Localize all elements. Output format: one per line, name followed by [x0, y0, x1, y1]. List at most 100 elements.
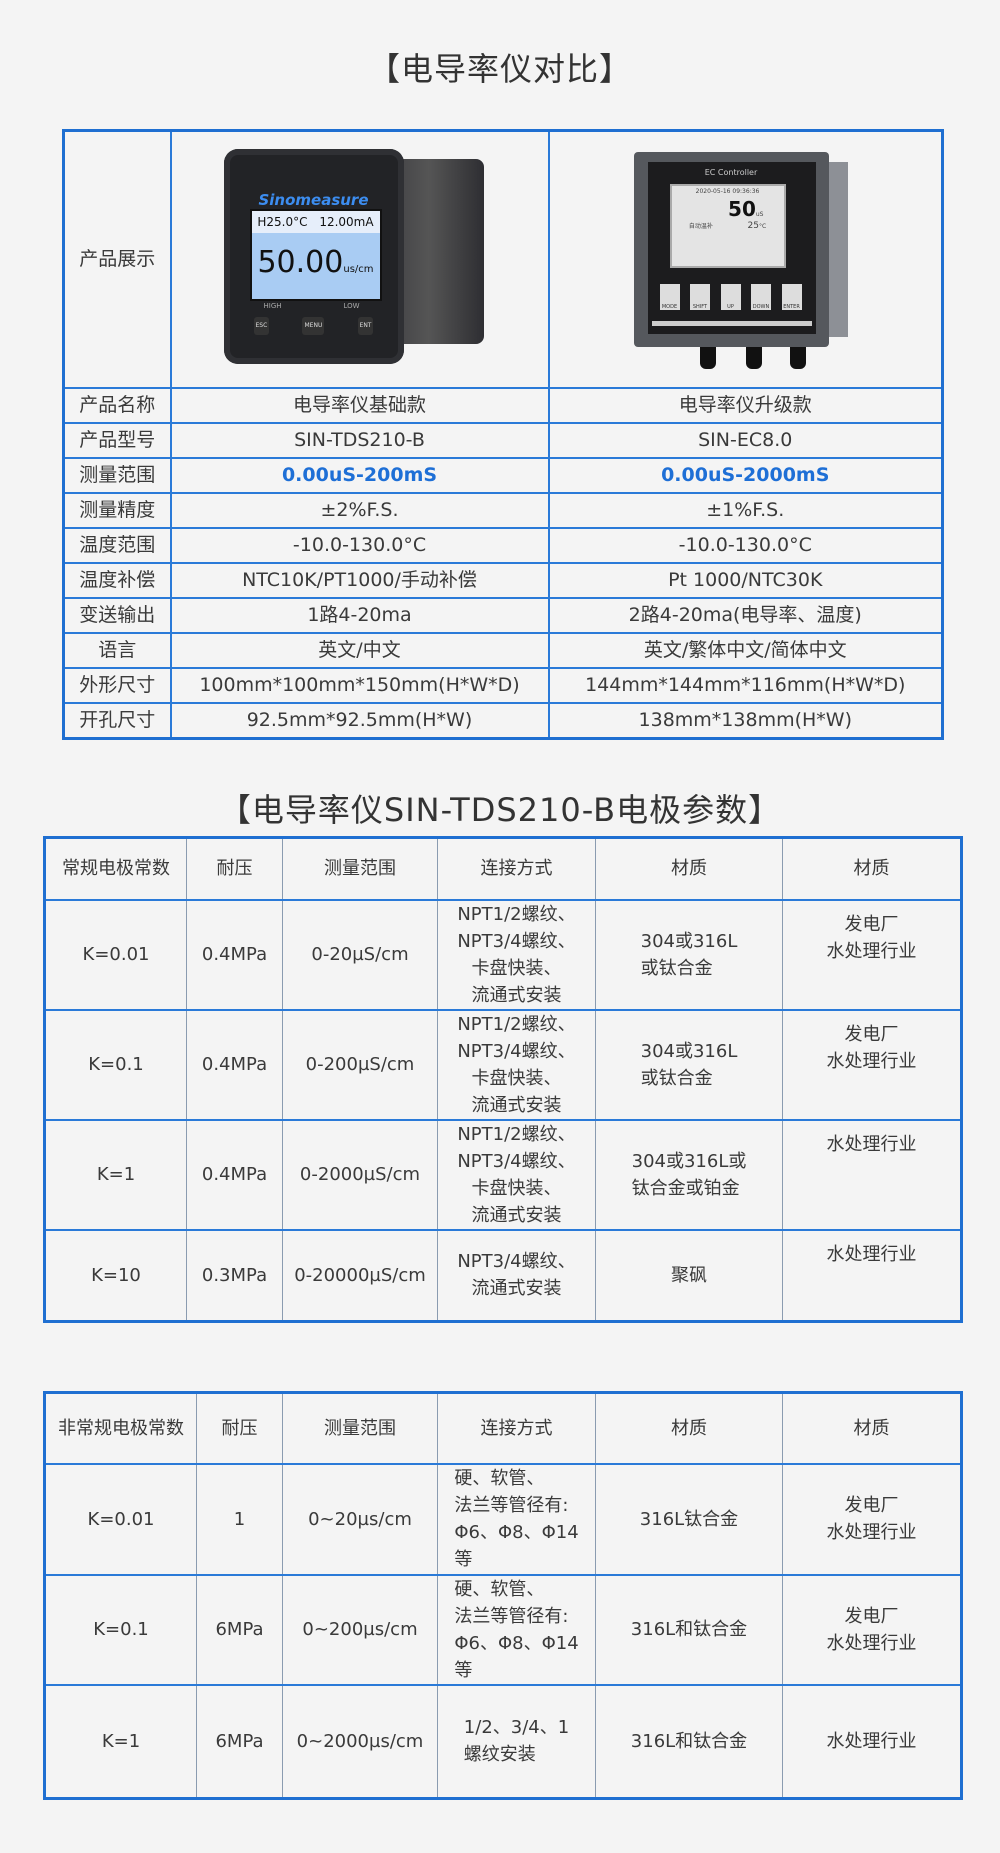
connection-line: 法兰等管径有: — [454, 1495, 569, 1516]
lcd-comp: 自动温补 — [688, 223, 713, 230]
column-header: 材质 — [782, 1391, 962, 1465]
table-row: K=1 0.4MPa 0-2000µS/cm NPT1/2螺纹、 NPT3/4螺纹、 卡盘… — [44, 1118, 962, 1231]
application-cell: 发电厂 水处理行业 — [782, 1462, 962, 1576]
comparison-row: 温度补偿 NTC10K/PT1000/手动补偿 Pt 1000/NTC30K — [62, 562, 944, 599]
measure-range: 0~20µs/cm — [282, 1462, 438, 1576]
row-label: 测量范围 — [79, 464, 156, 486]
pressure: 6MPa — [196, 1683, 283, 1800]
material-cell: 304或316L 或钛合金 — [595, 898, 783, 1011]
row-label-cell: 产品型号 — [62, 422, 172, 459]
application-cell: 水处理行业 — [782, 1228, 962, 1323]
comparison-row: 外形尺寸 100mm*100mm*150mm(H*W*D) 144mm*144mm*… — [62, 667, 944, 704]
electrode-constant: K=0.01 — [44, 898, 187, 1011]
row-label: 产品展示 — [62, 129, 172, 389]
upgrade-value: -10.0-130.0°C — [678, 534, 812, 556]
basic-value: SIN-TDS210-B — [294, 429, 425, 451]
measure-range: 0~2000µs/cm — [282, 1683, 438, 1800]
measure-range: 0-2000µS/cm — [282, 1118, 438, 1231]
row-label: 测量精度 — [79, 499, 156, 521]
pressure: 0.4MPa — [186, 1008, 283, 1121]
upgrade-device-image: EC Controller 2020-05-16 09:36:36 50uS 自… — [633, 144, 854, 379]
upgrade-value-cell: Pt 1000/NTC30K — [547, 562, 944, 599]
mode-key: MODE — [659, 284, 680, 310]
brand-label: EC Controller — [704, 168, 758, 177]
electrode-constant: K=0.1 — [44, 1008, 187, 1121]
application-line: 发电厂 — [844, 1495, 899, 1516]
pressure: 0.4MPa — [186, 898, 283, 1011]
table-row: K=0.01 1 0~20µs/cm 硬、软管、 法兰等管径有: Φ6、Φ8、Φ14 等 31… — [44, 1462, 962, 1576]
connection-cell: 硬、软管、 法兰等管径有: Φ6、Φ8、Φ14 等 — [437, 1573, 596, 1686]
material-line: 316L和钛合金 — [630, 1730, 748, 1752]
lcd-date: 2020-05-16 09:36:36 — [695, 188, 760, 195]
column-header: 材质 — [782, 836, 962, 901]
connection-line: NPT3/4螺纹、 — [457, 1251, 576, 1273]
row-label-cell: 温度范围 — [62, 527, 172, 564]
upgrade-value: 2路4-20ma(电导率、温度) — [628, 604, 862, 626]
basic-value: 0.00uS-200mS — [281, 464, 438, 486]
table-row: K=0.01 0.4MPa 0-20µS/cm NPT1/2螺纹、 NPT3/4螺纹、卡… — [44, 898, 962, 1011]
row-label-cell: 产品名称 — [62, 387, 172, 424]
table-row: K=0.1 0.4MPa 0-200µS/cm NPT1/2螺纹、 NPT3/4螺纹、卡… — [44, 1008, 962, 1121]
basic-value: NTC10K/PT1000/手动补偿 — [242, 569, 477, 591]
basic-device-image-cell: Sinomeasure H25.0°C 12.00mA 50.00us/cm H… — [170, 129, 549, 389]
connection-line: 卡盘快装、 — [471, 1067, 562, 1089]
connection-line: NPT3/4螺纹、 — [457, 1150, 576, 1172]
measure-range: 0-200µS/cm — [282, 1008, 438, 1121]
comparison-row: 测量范围 0.00uS-200mS 0.00uS-2000mS — [62, 457, 944, 494]
upgrade-value: 138mm*138mm(H*W) — [638, 709, 852, 731]
material-cell: 聚砜 — [595, 1228, 783, 1323]
table-row: K=1 6MPa 0~2000µs/cm 1/2、3/4、1 螺纹安装 316L和钛合金 水… — [44, 1683, 962, 1800]
row-label: 变送输出 — [79, 604, 156, 626]
connection-line: 卡盘快装、 — [471, 957, 562, 979]
row-label-cell: 语言 — [62, 632, 172, 669]
upgrade-value: 电导率仪升级款 — [678, 394, 812, 416]
material-line: 316L和钛合金 — [630, 1619, 748, 1640]
lcd-value: 50.00 — [257, 245, 344, 280]
upgrade-value: 144mm*144mm*116mm(H*W*D) — [585, 674, 906, 696]
basic-value-cell: 英文/中文 — [170, 632, 549, 669]
material-cell: 316L和钛合金 — [595, 1683, 783, 1800]
lcd-temp-unit: °C — [758, 223, 767, 230]
basic-value-cell: -10.0-130.0°C — [170, 527, 549, 564]
row-label: 语言 — [98, 639, 137, 661]
comparison-row: 温度范围 -10.0-130.0°C -10.0-130.0°C — [62, 527, 944, 564]
material-line: 316L钛合金 — [639, 1508, 739, 1530]
material-cell: 316L钛合金 — [595, 1462, 783, 1576]
comparison-title: 【电导率仪对比】 — [367, 50, 632, 88]
comparison-row: 测量精度 ±2%F.S. ±1%F.S. — [62, 492, 944, 529]
application-cell: 发电厂 水处理行业 — [782, 1573, 962, 1686]
application-line: 水处理行业 — [826, 1632, 917, 1654]
application-line: 水处理行业 — [826, 1522, 917, 1543]
upgrade-value: 0.00uS-2000mS — [661, 464, 830, 486]
basic-value: 英文/中文 — [318, 639, 401, 661]
application-cell: 水处理行业 — [782, 1118, 962, 1231]
table-header-row: 非常规电极常数 耐压 测量范围 连接方式 材质 材质 — [44, 1391, 962, 1465]
row-label-cell: 测量精度 — [62, 492, 172, 529]
application-line: 水处理行业 — [826, 1730, 917, 1752]
upgrade-value-cell: 144mm*144mm*116mm(H*W*D) — [547, 667, 944, 704]
basic-value-cell: 100mm*100mm*150mm(H*W*D) — [170, 667, 549, 704]
upgrade-value-cell: -10.0-130.0°C — [547, 527, 944, 564]
lcd-unit: uS — [755, 211, 764, 218]
application-line: 水处理行业 — [826, 1133, 917, 1155]
basic-value-cell: SIN-TDS210-B — [170, 422, 549, 459]
upgrade-value-cell: SIN-EC8.0 — [547, 422, 944, 459]
comparison-row: 产品名称 电导率仪基础款 电导率仪升级款 — [62, 387, 944, 424]
connection-cell: NPT1/2螺纹、 NPT3/4螺纹、 卡盘快装、 流通式安装 — [437, 1118, 596, 1231]
row-label-cell: 温度补偿 — [62, 562, 172, 599]
basic-value: ±2%F.S. — [320, 499, 399, 521]
connection-line: 硬、软管、 — [454, 1578, 545, 1600]
connection-line: 硬、软管、 — [454, 1468, 545, 1489]
row-label-cell: 变送输出 — [62, 597, 172, 634]
application-line: 发电厂 — [844, 1605, 899, 1627]
comparison-row: 开孔尺寸 92.5mm*92.5mm(H*W) 138mm*138mm(H*W) — [62, 702, 944, 740]
connection-line: 流通式安装 — [471, 984, 562, 1006]
column-header: 测量范围 — [282, 836, 438, 901]
upgrade-value-cell: 英文/繁体中文/简体中文 — [547, 632, 944, 669]
regular-electrode-table: 常规电极常数 耐压 测量范围 连接方式 材质 材质 K=0.01 0.4MPa 0-20µS/c… — [43, 836, 963, 1323]
measure-range: 0-20000µS/cm — [282, 1228, 438, 1323]
column-header: 连接方式 — [437, 1391, 596, 1465]
row-label: 外形尺寸 — [79, 674, 156, 696]
basic-value-cell: 1路4-20ma — [170, 597, 549, 634]
row-label-cell: 外形尺寸 — [62, 667, 172, 704]
